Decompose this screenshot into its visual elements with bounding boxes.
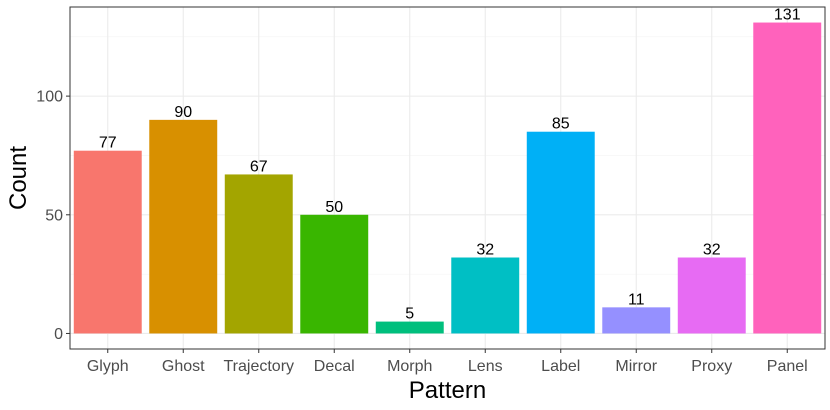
bar-proxy xyxy=(677,257,746,334)
bar-value-label: 32 xyxy=(703,242,721,259)
x-tick-label: Panel xyxy=(767,358,808,375)
bar-decal xyxy=(300,214,369,334)
y-axis-title: Count xyxy=(5,146,32,210)
bar-mirror xyxy=(602,307,671,334)
x-tick-label: Glyph xyxy=(87,358,129,375)
bar-glyph xyxy=(73,150,142,334)
x-tick-label: Ghost xyxy=(162,358,205,375)
bar-value-label: 50 xyxy=(325,199,343,216)
x-axis-ticks: Glyph Ghost Trajectory Decal Morph Lens Label M… xyxy=(87,349,808,375)
bar-value-label: 90 xyxy=(174,104,192,121)
y-tick-label: 100 xyxy=(36,89,63,106)
x-tick-label: Lens xyxy=(468,358,503,375)
y-tick-label: 0 xyxy=(54,326,63,343)
bar-value-label: 77 xyxy=(99,135,117,152)
panel-border xyxy=(69,6,826,350)
bar-value-label: 5 xyxy=(405,306,414,323)
bar-value-label: 11 xyxy=(628,291,645,308)
bar-value-labels: 77 90 67 50 5 32 85 11 32 131 xyxy=(99,7,801,323)
x-tick-label: Trajectory xyxy=(223,358,294,375)
y-axis-ticks: 0 50 100 xyxy=(36,89,70,343)
bar-value-label: 67 xyxy=(250,158,268,175)
bar-value-label: 131 xyxy=(774,7,801,24)
x-tick-label: Decal xyxy=(314,358,355,375)
x-tick-label: Morph xyxy=(387,358,432,375)
y-tick-label: 50 xyxy=(45,207,63,224)
bar-morph xyxy=(375,321,444,334)
bars xyxy=(73,22,822,334)
bar-ghost xyxy=(149,119,218,334)
bar-lens xyxy=(451,257,520,334)
bar-value-label: 85 xyxy=(552,116,570,133)
x-tick-label: Mirror xyxy=(615,358,657,375)
x-tick-label: Label xyxy=(541,358,580,375)
bar-value-label: 32 xyxy=(476,242,494,259)
bar-label xyxy=(526,131,595,334)
x-axis-title: Pattern xyxy=(409,377,486,404)
x-tick-label: Proxy xyxy=(691,358,732,375)
bar-trajectory xyxy=(224,174,293,334)
bar-panel xyxy=(753,22,822,334)
